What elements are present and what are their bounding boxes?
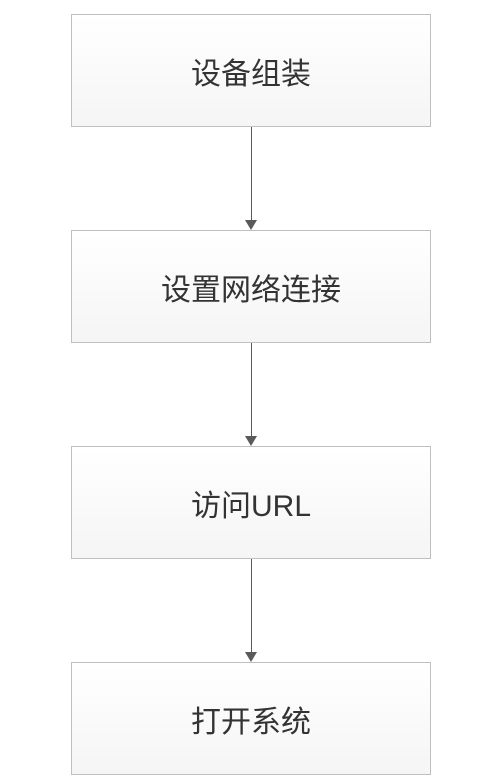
flowchart-node-4: 打开系统 — [71, 662, 431, 775]
arrowhead-2 — [245, 436, 257, 446]
flowchart-node-3: 访问URL — [71, 446, 431, 559]
connector-2 — [251, 343, 252, 436]
flowchart-node-2: 设置网络连接 — [71, 230, 431, 343]
node-label: 访问URL — [191, 481, 311, 525]
node-label: 设备组装 — [191, 49, 311, 93]
node-label: 设置网络连接 — [161, 265, 341, 309]
flowchart-container: 设备组装 设置网络连接 访问URL 打开系统 — [0, 0, 502, 784]
arrowhead-3 — [245, 652, 257, 662]
node-label: 打开系统 — [191, 697, 311, 741]
arrowhead-1 — [245, 220, 257, 230]
connector-1 — [251, 127, 252, 220]
connector-3 — [251, 559, 252, 652]
flowchart-node-1: 设备组装 — [71, 14, 431, 127]
